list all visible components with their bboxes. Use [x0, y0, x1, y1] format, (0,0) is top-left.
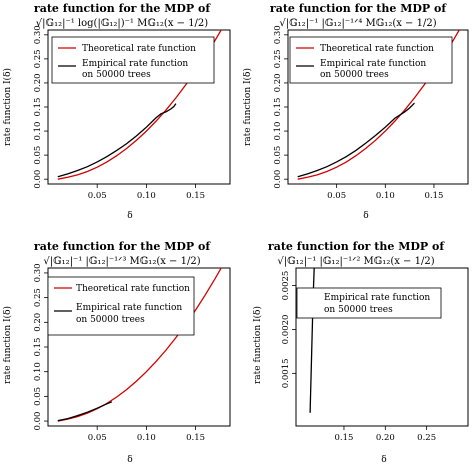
panel-4-legend-empirical-label: Empirical rate function: [324, 293, 430, 303]
panel-1-title: rate function for the MDP of: [34, 2, 211, 15]
panel-4-series-empirical-line: [309, 268, 315, 413]
panel-4-y-tick-label: 0.0015: [281, 358, 291, 388]
panel-2-formula: √|𝔾₁₂|⁻¹ |𝔾₁₂|⁻¹ᐟ⁴ M𝔾₁₂(x − 1/2): [279, 18, 436, 29]
panel-2-y-tick-label: 0.25: [273, 49, 283, 68]
panel-1-x-tick-label: 0.10: [137, 191, 156, 201]
panel-3-title: rate function for the MDP of: [34, 240, 211, 253]
panel-3-formula: √|𝔾₁₂|⁻¹ |𝔾₁₂|⁻¹ᐟ³ M𝔾₁₂(x − 1/2): [43, 256, 200, 267]
panel-3-ylabel: rate function I(δ): [2, 306, 13, 384]
panel-1-legend-box: [51, 36, 215, 84]
panel-3-y-tick-label: 0.05: [33, 387, 43, 406]
panel-2-legend-theoretical-label: Theoretical rate function: [320, 44, 434, 54]
panel-1-y-tick-label: 0.20: [33, 73, 43, 92]
panel-1-formula: √|𝔾₁₂|⁻¹ log(|𝔾₁₂|)⁻¹ M𝔾₁₂(x − 1/2): [36, 18, 208, 29]
panel-3-legend-empirical-sublabel: on 50000 trees: [76, 315, 145, 325]
panel-3-x-tick-label: 0.05: [88, 433, 107, 443]
panel-2-x-tick-label: 0.05: [327, 191, 346, 201]
panel-2-y-tick-label: 0.15: [273, 98, 283, 117]
panel-2-legend: Theoretical rate function Empirical rate…: [289, 36, 453, 84]
panel-1-x-tick-label: 0.05: [88, 191, 107, 201]
panel-2-x-tick-label: 0.10: [376, 191, 395, 201]
panel-4-ylabel: rate function I(δ): [252, 306, 263, 384]
panel-1-y-tick-label: 0.05: [33, 146, 43, 165]
panel-2-y-tick-label: 0.10: [273, 122, 283, 141]
panel-1-plot: 0.05 0.10 0.15 0.00 0.05 0.10 0.15 0.20 0.25 0.30: [33, 25, 231, 201]
panel-4-y-tick-label: 0.0025: [281, 271, 291, 301]
panel-2-y-tick-label: 0.05: [273, 146, 283, 165]
panel-3-legend-theoretical-label: Theoretical rate function: [76, 284, 190, 294]
panel-1-y-tick-label: 0.10: [33, 122, 43, 141]
panel-1: rate function for the MDP of √|𝔾₁₂|⁻¹ lo…: [2, 2, 231, 221]
panel-4-legend: Empirical rate function on 50000 trees: [296, 287, 442, 319]
panel-1-y-tick-label: 0.00: [33, 170, 43, 189]
panel-2-title: rate function for the MDP of: [270, 2, 447, 15]
panel-1-y-tick-label: 0.25: [33, 49, 43, 68]
panel-3-plot: 0.05 0.10 0.15 0.00 0.05 0.10 0.15 0.20 0.25 0.30: [33, 263, 231, 443]
panel-4: rate function for the MDP of √|𝔾₁₂|⁻¹ |𝔾…: [252, 240, 469, 465]
panel-2-y-tick-label: 0.30: [273, 25, 283, 44]
panel-4-x-tick-label: 0.20: [376, 433, 395, 443]
panel-2-legend-box: [289, 36, 453, 84]
panel-4-legend-empirical-sublabel: on 50000 trees: [324, 305, 393, 315]
panel-4-xlabel: δ: [381, 455, 386, 465]
panel-4-legend-box: [296, 287, 442, 319]
panel-1-ylabel: rate function I(δ): [2, 68, 13, 146]
panel-4-y-tick-label: 0.0020: [281, 315, 291, 345]
panel-3-y-tick-label: 0.25: [33, 288, 43, 307]
panel-3-y-tick-label: 0.10: [33, 362, 43, 381]
panel-2: rate function for the MDP of √|𝔾₁₂|⁻¹ |𝔾…: [242, 2, 469, 221]
panel-1-y-tick-label: 0.30: [33, 25, 43, 44]
panel-1-series-empirical-line: [57, 103, 177, 178]
panel-1-legend: Theoretical rate function Empirical rate…: [51, 36, 215, 84]
panel-3-y-tick-label: 0.00: [33, 412, 43, 431]
panel-1-x-tick-label: 0.15: [186, 191, 205, 201]
panel-3-xlabel: δ: [127, 455, 132, 465]
panel-3-series-empirical-line: [57, 401, 113, 422]
panel-2-ylabel: rate function I(δ): [242, 68, 253, 146]
panel-2-legend-empirical-label: Empirical rate function: [320, 59, 426, 69]
panel-3-legend: Theoretical rate function Empirical rate…: [47, 276, 195, 336]
panel-4-formula: √|𝔾₁₂|⁻¹ |𝔾₁₂|⁻¹ᐟ² M𝔾₁₂(x − 1/2): [277, 256, 434, 267]
panel-4-title: rate function for the MDP of: [268, 240, 445, 253]
panel-4-plot-frame: [295, 267, 469, 427]
panel-2-y-tick-label: 0.20: [273, 73, 283, 92]
panel-2-x-tick-label: 0.15: [424, 191, 443, 201]
panel-3-legend-box: [47, 276, 195, 336]
panel-3-x-tick-label: 0.10: [137, 433, 156, 443]
panel-2-legend-empirical-sublabel: on 50000 trees: [320, 70, 389, 80]
panel-2-series-empirical-line: [297, 102, 415, 178]
panel-1-legend-theoretical-label: Theoretical rate function: [82, 44, 196, 54]
panel-3-x-tick-label: 0.15: [186, 433, 205, 443]
panel-3: rate function for the MDP of √|𝔾₁₂|⁻¹ |𝔾…: [2, 240, 231, 465]
panel-3-series-theoretical-line: [57, 268, 222, 422]
panel-3-legend-empirical-label: Empirical rate function: [76, 303, 182, 313]
panel-1-legend-empirical-label: Empirical rate function: [82, 59, 188, 69]
panel-4-plot: 0.15 0.20 0.25 0.0015 0.0020 0.0025: [281, 267, 469, 443]
panel-1-y-tick-label: 0.15: [33, 98, 43, 117]
panel-1-legend-empirical-sublabel: on 50000 trees: [82, 70, 151, 80]
panel-4-x-tick-label: 0.25: [417, 433, 436, 443]
panel-3-y-tick-label: 0.20: [33, 313, 43, 332]
panel-2-xlabel: δ: [363, 211, 368, 221]
panel-4-x-tick-label: 0.15: [334, 433, 353, 443]
panel-3-y-tick-label: 0.15: [33, 338, 43, 357]
panel-3-y-tick-label: 0.30: [33, 263, 43, 282]
panel-2-plot: 0.05 0.10 0.15 0.00 0.05 0.10 0.15 0.20 0.25 0.30: [273, 25, 469, 201]
panel-1-xlabel: δ: [127, 211, 132, 221]
panel-2-y-tick-label: 0.00: [273, 170, 283, 189]
